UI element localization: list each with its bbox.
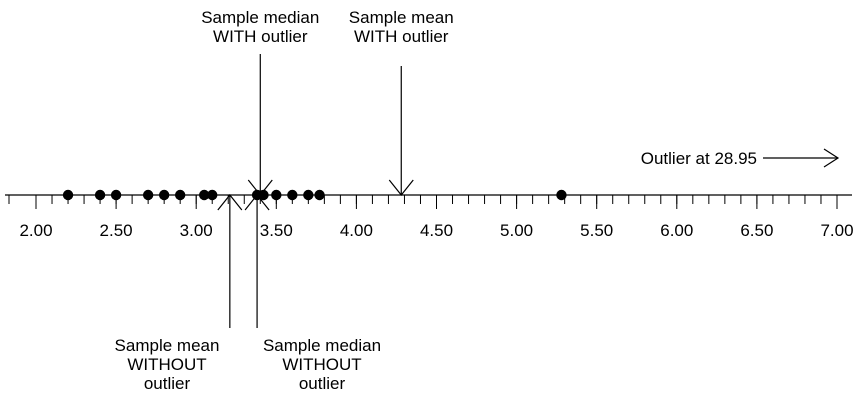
- data-point: [303, 189, 314, 201]
- outlier-annotation: Outlier at 28.95: [641, 148, 840, 168]
- tick-label: 6.00: [660, 221, 693, 240]
- tick-label: 5.00: [500, 221, 533, 240]
- tick-label: 3.00: [180, 221, 213, 240]
- median-with-outlier-label: Sample median: [201, 8, 319, 27]
- mean-without-outlier-arrowhead: [217, 194, 243, 211]
- median-with-outlier-label: WITH outlier: [213, 27, 308, 46]
- data-point: [207, 189, 218, 201]
- tick-label: 3.50: [260, 221, 293, 240]
- data-points: [62, 189, 567, 201]
- tick-label: 7.00: [820, 221, 853, 240]
- data-point: [94, 189, 106, 201]
- number-line: [5, 194, 852, 209]
- tick-label: 6.50: [740, 221, 773, 240]
- mean-without-outlier-label: Sample mean: [115, 336, 220, 355]
- tick-label: 5.50: [580, 221, 613, 240]
- tick-labels: 2.00 2.50 3.00 3.50 4.00 4.50 5.00 5.50 6.00 6.50…: [19, 221, 853, 240]
- tick-label: 4.50: [420, 221, 453, 240]
- median-without-outlier-label: Sample median: [263, 336, 381, 355]
- mean-with-outlier-arrowhead: [388, 179, 414, 196]
- data-point: [158, 189, 170, 201]
- mean-with-outlier-label: Sample mean: [349, 8, 454, 27]
- tick-label: 2.00: [19, 221, 52, 240]
- median-with-outlier-arrowhead: [247, 179, 273, 196]
- data-point: [556, 189, 567, 201]
- data-point: [271, 189, 282, 201]
- data-point: [258, 189, 269, 201]
- mean-without-outlier-label: outlier: [144, 374, 191, 393]
- median-without-outlier-arrowhead: [244, 194, 270, 211]
- data-point: [314, 189, 325, 201]
- mean-with-outlier-label: WITH outlier: [354, 27, 449, 46]
- outlier-arrow-head: [823, 148, 840, 168]
- data-point: [199, 189, 210, 201]
- median-without-outlier-label: WITHOUT: [282, 355, 361, 374]
- mean-without-outlier-label: WITHOUT: [127, 355, 206, 374]
- data-point: [62, 189, 74, 201]
- data-point: [110, 189, 122, 201]
- data-point: [174, 189, 186, 201]
- median-without-outlier-label: outlier: [299, 374, 346, 393]
- tick-label: 2.50: [100, 221, 133, 240]
- data-point: [287, 189, 298, 201]
- data-point: [142, 189, 154, 201]
- outlier-label: Outlier at 28.95: [641, 149, 757, 168]
- tick-label: 4.00: [340, 221, 373, 240]
